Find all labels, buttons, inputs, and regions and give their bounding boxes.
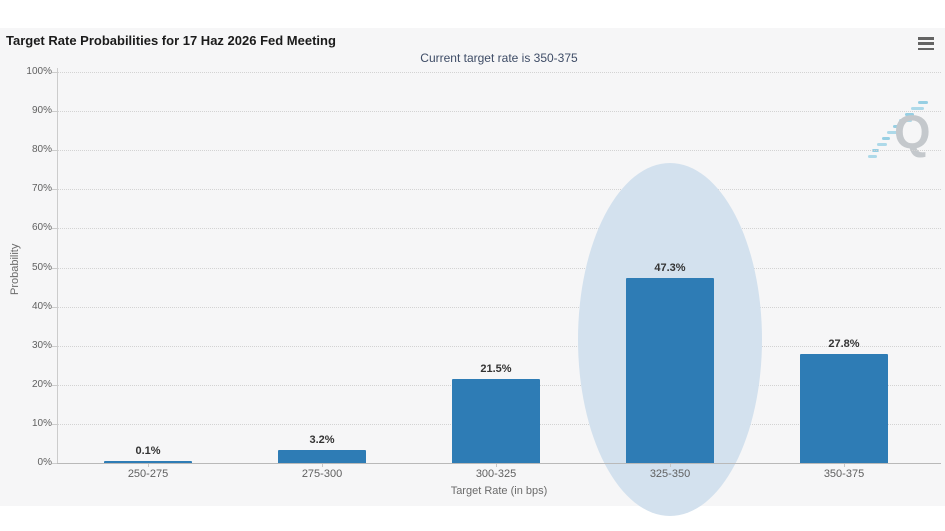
y-axis-tick [52,267,57,269]
y-axis-line [57,68,58,463]
y-axis-tick [52,463,57,464]
y-gridline [57,150,941,152]
y-axis-title: Probability [9,243,21,295]
x-tick-label: 300-325 [475,468,517,480]
y-tick-label: 100% [26,66,52,77]
hamburger-icon [918,42,934,45]
y-tick-label: 50% [31,261,52,273]
watermark-dash-icon [918,101,928,104]
watermark-q-icon: Q [894,105,931,158]
watermark-dash-icon [877,143,887,146]
watermark-dash-icon [868,155,877,158]
brand-watermark: Q [862,68,942,168]
y-gridline [57,267,941,269]
watermark-dash-icon [899,119,912,122]
y-tick-label: 40% [31,300,52,312]
x-tick-label: 275-300 [301,468,343,480]
bar-350-375[interactable] [800,354,888,463]
watermark-dash-icon [905,113,914,116]
bar-value-label: 21.5% [480,362,512,375]
y-axis-tick [52,150,57,152]
bar-value-label: 27.8% [828,338,860,351]
y-gridline [57,72,941,73]
chart-menu-button[interactable] [918,37,934,50]
watermark-dash-icon [893,125,901,128]
y-tick-label: 90% [31,105,52,117]
bar-300-325[interactable] [452,378,540,463]
bar-250-275[interactable] [104,461,192,463]
y-tick-label: 70% [31,183,52,195]
y-tick-label: 20% [31,378,52,390]
bar-value-label: 3.2% [309,434,335,447]
chart-subtitle: Current target rate is 350-375 [420,51,578,65]
x-axis-tick [148,463,149,467]
hamburger-icon [918,47,934,50]
y-tick-label: 60% [31,222,52,234]
y-gridline [57,345,941,347]
hamburger-icon [918,37,934,40]
x-tick-label: 350-375 [823,468,865,480]
y-axis-tick [52,189,57,191]
y-axis-tick [52,384,57,386]
chart-plot: 0% 10% 20% 30% 40% 50% 60% 70% 80% 90% 100% 0.1% 250… [0,28,945,516]
watermark-dash-icon [882,137,890,140]
x-axis-tick [496,463,497,467]
fedwatch-chart-widget: Target Rate Probabilities for 17 Haz 202… [0,28,945,516]
y-axis-tick [52,306,57,308]
x-axis-tick [322,463,323,467]
y-gridline [57,306,941,308]
y-axis-tick [52,228,57,230]
watermark-dash-icon [887,131,899,134]
y-tick-label: 0% [37,457,52,468]
x-tick-label: 250-275 [127,468,169,480]
y-tick-label: 30% [31,339,52,351]
y-tick-label: 10% [31,417,52,429]
y-axis-tick [52,345,57,347]
watermark-dash-icon [911,107,924,110]
y-gridline [57,228,941,230]
y-axis-tick [52,423,57,425]
y-axis-tick [52,111,57,113]
y-gridline [57,111,941,113]
bar-275-300[interactable] [278,450,366,463]
bar-325-350[interactable] [626,278,714,463]
x-tick-label: 325-350 [649,468,691,480]
y-axis-tick [52,72,57,73]
chart-title: Target Rate Probabilities for 17 Haz 202… [6,33,336,48]
bar-value-label: 0.1% [135,445,161,457]
y-tick-label: 80% [31,144,52,156]
x-axis-title: Target Rate (in bps) [450,485,548,497]
x-axis-tick [844,463,845,467]
x-axis-tick [670,463,671,467]
y-gridline [57,189,941,191]
x-axis-line [57,463,941,464]
bar-value-label: 47.3% [654,262,686,275]
